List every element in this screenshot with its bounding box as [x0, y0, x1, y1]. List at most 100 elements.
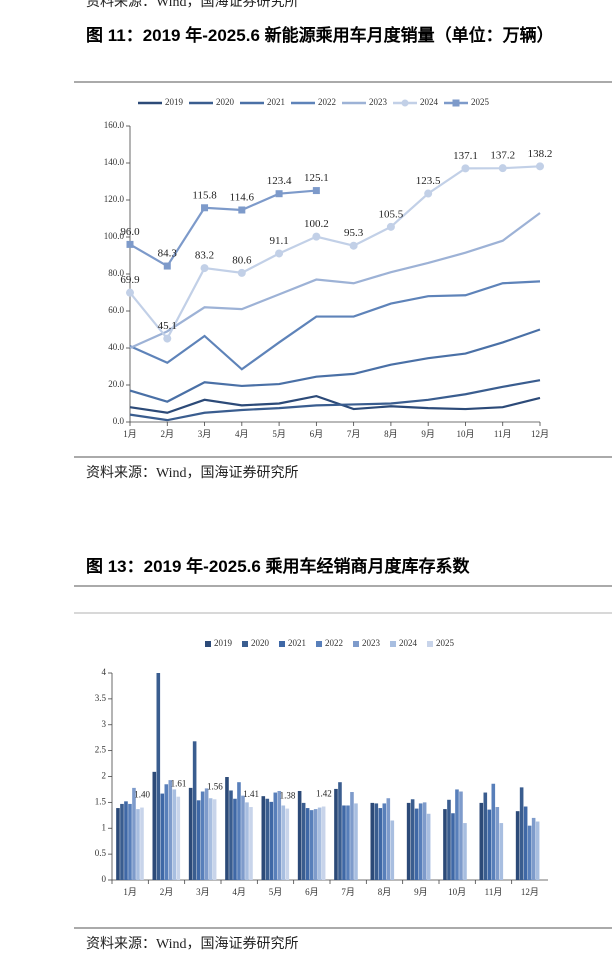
- bar: [422, 802, 427, 880]
- legend-label: 2023: [369, 97, 388, 107]
- bar: [152, 771, 157, 880]
- series-line: [129, 189, 317, 268]
- point: [126, 240, 134, 248]
- bar: [410, 799, 415, 880]
- legend-label: 2024: [399, 638, 418, 648]
- y-tick-label: 120.0: [104, 194, 125, 204]
- y-tick-label: 160.0: [104, 120, 125, 130]
- legend-label: 2021: [267, 97, 285, 107]
- point: [312, 187, 320, 195]
- legend-label: 2023: [362, 638, 381, 648]
- bar: [451, 813, 455, 880]
- legend-label: 2020: [251, 638, 270, 648]
- bar: [204, 788, 209, 880]
- bar: [208, 798, 213, 880]
- y-tick-label: 140.0: [104, 157, 125, 167]
- point: [201, 204, 209, 212]
- bar: [156, 673, 161, 880]
- point: [200, 264, 209, 273]
- bar: [196, 800, 201, 880]
- bar: [168, 780, 173, 880]
- bar: [455, 789, 459, 880]
- series-line: [129, 280, 541, 371]
- point: [163, 334, 172, 343]
- data-label: 125.1: [304, 172, 329, 184]
- y-tick-label: 80.0: [108, 268, 124, 278]
- bar: [321, 806, 326, 880]
- bar: [261, 796, 266, 880]
- x-tick-label: 10月: [448, 887, 466, 897]
- bar: [342, 805, 346, 880]
- bar: [499, 823, 504, 880]
- y-tick-label: 2: [102, 771, 107, 781]
- bar: [229, 790, 233, 880]
- bar: [265, 798, 270, 880]
- bar: [418, 803, 423, 880]
- data-label: 138.2: [528, 148, 553, 160]
- x-tick-label: 5月: [272, 429, 286, 439]
- x-tick-label: 7月: [347, 429, 361, 439]
- bar: [172, 789, 177, 880]
- x-tick-label: 4月: [232, 887, 246, 897]
- data-label: 1.56: [207, 781, 223, 791]
- legend-label: 2021: [288, 638, 306, 648]
- data-label: 69.9: [120, 274, 140, 286]
- bar: [160, 793, 165, 880]
- source: 资料来源：Wind，国海证券研究所: [86, 466, 299, 481]
- x-tick-label: 8月: [378, 887, 392, 897]
- point: [275, 249, 284, 258]
- bar: [479, 802, 484, 880]
- legend-swatch: [205, 641, 211, 647]
- x-tick-label: 1月: [123, 887, 137, 897]
- bar: [164, 784, 169, 880]
- bar: [386, 798, 391, 880]
- data-label: 114.6: [230, 192, 255, 204]
- bar: [176, 796, 181, 880]
- x-tick-label: 12月: [521, 887, 539, 897]
- y-tick-label: 0: [102, 874, 107, 884]
- bar: [301, 802, 306, 880]
- y-tick-label: 20.0: [108, 379, 124, 389]
- bar: [225, 777, 229, 880]
- x-tick-label: 2月: [160, 887, 174, 897]
- y-tick-label: 40.0: [108, 342, 124, 352]
- x-tick-label: 9月: [421, 429, 435, 439]
- data-label: 91.1: [269, 235, 288, 247]
- series-line: [129, 394, 541, 414]
- data-label: 1.42: [316, 789, 332, 799]
- bar: [249, 807, 253, 880]
- data-label: 123.4: [267, 175, 292, 187]
- y-tick-label: 3.5: [95, 693, 107, 703]
- bar: [116, 808, 120, 880]
- x-tick-label: 7月: [341, 887, 355, 897]
- point: [386, 222, 395, 231]
- data-label: 95.3: [344, 227, 364, 239]
- series-line: [129, 379, 541, 422]
- point: [312, 232, 321, 241]
- y-tick-label: 0.5: [95, 848, 107, 858]
- bar: [237, 782, 241, 880]
- bar: [313, 809, 318, 880]
- legend-swatch: [316, 641, 322, 647]
- bar: [491, 783, 496, 880]
- bar: [535, 821, 540, 880]
- legend-label: 2024: [420, 97, 439, 107]
- bar: [120, 803, 124, 880]
- x-tick-label: 9月: [414, 887, 428, 897]
- legend-label: 2020: [216, 97, 235, 107]
- point: [237, 268, 246, 277]
- legend-swatch: [242, 641, 248, 647]
- data-label: 80.6: [232, 254, 252, 266]
- y-tick-label: 1: [102, 822, 107, 832]
- data-label: 115.8: [192, 189, 217, 201]
- point: [238, 206, 246, 214]
- bar: [519, 787, 524, 880]
- data-label: 45.1: [158, 320, 177, 332]
- x-tick-label: 10月: [456, 429, 474, 439]
- y-tick-label: 0.0: [113, 416, 125, 426]
- bar: [136, 809, 140, 880]
- bar: [277, 790, 282, 880]
- bar: [285, 808, 290, 880]
- x-tick-label: 12月: [531, 429, 549, 439]
- bar: [463, 823, 467, 880]
